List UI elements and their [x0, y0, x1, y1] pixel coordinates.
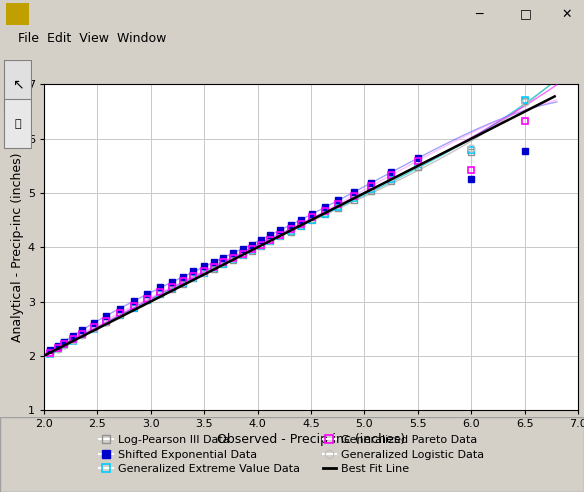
Text: ─: ─: [475, 7, 482, 21]
X-axis label: Observed - Precip-inc (inches): Observed - Precip-inc (inches): [217, 433, 405, 446]
Text: □: □: [520, 7, 531, 21]
Legend: Log-Pearson III Data, Shifted Exponential Data, Generalized Extreme Value Data, : Log-Pearson III Data, Shifted Exponentia…: [95, 430, 489, 478]
Text: ↖: ↖: [12, 77, 23, 92]
Text: ✕: ✕: [561, 7, 572, 21]
Text: 🔍: 🔍: [14, 119, 21, 128]
Text: File  Edit  View  Window: File Edit View Window: [18, 32, 166, 45]
FancyBboxPatch shape: [4, 99, 32, 149]
Y-axis label: Analytical - Precip-inc (inches): Analytical - Precip-inc (inches): [11, 153, 23, 342]
FancyBboxPatch shape: [4, 60, 32, 109]
Bar: [6, 3, 29, 25]
